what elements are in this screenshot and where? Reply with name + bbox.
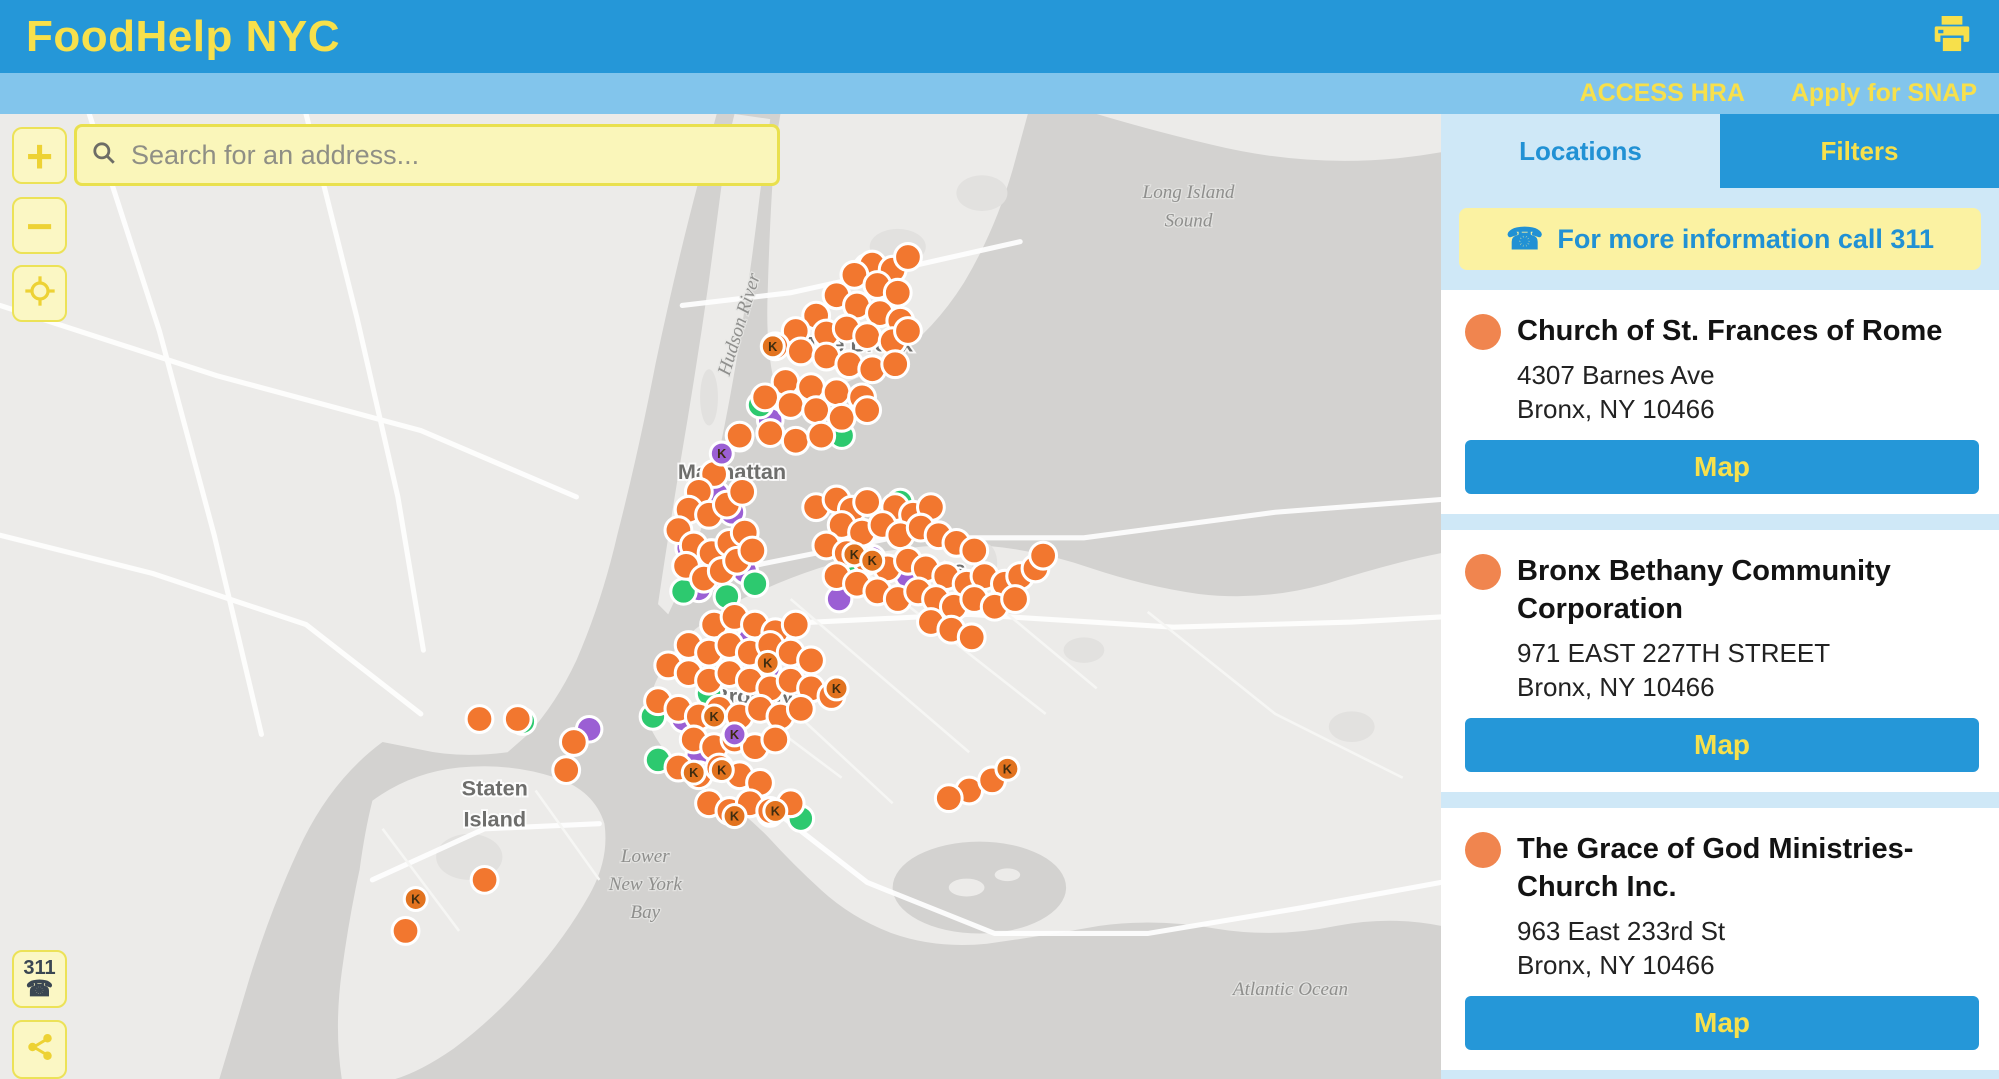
- map-marker[interactable]: [775, 390, 806, 420]
- map-label: Staten: [462, 776, 528, 801]
- map-marker[interactable]: [390, 915, 421, 946]
- map-marker[interactable]: [760, 724, 791, 755]
- map-marker[interactable]: [755, 418, 786, 449]
- location-address: 971 EAST 227TH STREET Bronx, NY 10466: [1517, 638, 1831, 702]
- map-button[interactable]: Map: [1465, 718, 1979, 772]
- map-label: Atlantic Ocean: [1231, 979, 1348, 1000]
- map-label: Bay: [630, 902, 660, 923]
- map-button[interactable]: Map: [1465, 996, 1979, 1050]
- map-marker[interactable]: [727, 476, 758, 507]
- location-address: 963 East 233rd St Bronx, NY 10466: [1517, 916, 1726, 980]
- map-marker[interactable]: [721, 721, 748, 748]
- map-marker[interactable]: [721, 803, 748, 830]
- map-marker[interactable]: [502, 704, 533, 734]
- phone-icon: ☎: [25, 976, 54, 1001]
- map-marker[interactable]: [785, 336, 816, 367]
- print-button[interactable]: [1931, 16, 1973, 57]
- location-marker-icon: [1465, 314, 1501, 350]
- map-marker[interactable]: [780, 609, 811, 640]
- map-marker[interactable]: [762, 797, 789, 824]
- link-apply-snap[interactable]: Apply for SNAP: [1790, 79, 1977, 107]
- map-marker[interactable]: [785, 693, 816, 724]
- map-marker[interactable]: [708, 757, 735, 784]
- map-marker[interactable]: [852, 395, 883, 426]
- map-marker[interactable]: [680, 759, 707, 786]
- search-input[interactable]: [129, 138, 763, 172]
- sidebar-tabs: Locations Filters: [1441, 114, 1999, 188]
- locations-panel: ☎ For more information call 311 Church o…: [1441, 188, 1999, 1079]
- map-marker[interactable]: [402, 886, 429, 913]
- map-marker[interactable]: [701, 703, 728, 730]
- location-address: 4307 Barnes Ave Bronx, NY 10466: [1517, 360, 1715, 424]
- map-marker[interactable]: [708, 440, 735, 467]
- location-name: The Grace of God Ministries-Church Inc.: [1517, 833, 1914, 903]
- search-icon: [91, 140, 117, 171]
- map-marker[interactable]: [551, 755, 582, 786]
- map-marker[interactable]: [740, 569, 770, 599]
- location-card: The Grace of God Ministries-Church Inc. …: [1441, 808, 1999, 1070]
- sidebar: Locations Filters ☎ For more information…: [1441, 114, 1999, 1079]
- location-marker-icon: [1465, 554, 1501, 590]
- map-marker[interactable]: [801, 395, 832, 426]
- call-311-button[interactable]: 311 ☎: [12, 950, 67, 1008]
- printer-icon: [1931, 16, 1973, 57]
- map-label: Sound: [1165, 210, 1213, 231]
- map-marker[interactable]: [737, 535, 768, 566]
- map-marker[interactable]: [464, 704, 495, 734]
- map-marker[interactable]: [469, 864, 500, 895]
- jamaica-bay: [892, 841, 1067, 934]
- map-marker[interactable]: [750, 382, 781, 413]
- location-card: Church of St. Frances of Rome 4307 Barne…: [1441, 290, 1999, 514]
- map-marker[interactable]: [754, 649, 781, 676]
- map-marker[interactable]: [806, 420, 837, 451]
- map-marker[interactable]: [893, 242, 923, 272]
- call-311-banner[interactable]: ☎ For more information call 311: [1459, 208, 1981, 270]
- map-marker[interactable]: [1028, 540, 1059, 571]
- address-search: [74, 124, 780, 186]
- location-card: Bronx Bethany Community Corporation 971 …: [1441, 530, 1999, 792]
- subnav: ACCESS HRA Apply for SNAP: [0, 73, 1999, 114]
- map-marker[interactable]: [994, 755, 1021, 782]
- tab-filters[interactable]: Filters: [1720, 114, 1999, 188]
- location-name: Church of St. Frances of Rome: [1517, 315, 1943, 347]
- map-marker[interactable]: [1000, 584, 1030, 614]
- link-access-hra[interactable]: ACCESS HRA: [1579, 79, 1745, 107]
- map-marker[interactable]: [893, 316, 923, 346]
- map-label: Island: [463, 806, 526, 831]
- zoom-out-button[interactable]: −: [12, 197, 67, 254]
- map-marker[interactable]: [852, 487, 883, 517]
- map-button[interactable]: Map: [1465, 440, 1979, 494]
- map-label: Long Island: [1142, 182, 1235, 203]
- share-button[interactable]: [12, 1020, 67, 1079]
- tab-locations[interactable]: Locations: [1441, 114, 1720, 188]
- nyc-map[interactable]: Long IslandSoundThe BronxManhattanQueens…: [0, 114, 1441, 1079]
- phone-icon: ☎: [1506, 222, 1544, 256]
- app-header: FoodHelp NYC: [0, 0, 1999, 73]
- location-marker-icon: [1465, 832, 1501, 868]
- map-marker[interactable]: [759, 333, 786, 360]
- map-marker[interactable]: [780, 425, 811, 456]
- map-marker[interactable]: [956, 622, 987, 653]
- banner-text: For more information call 311: [1557, 223, 1934, 254]
- share-icon: [25, 1032, 55, 1067]
- location-name: Bronx Bethany Community Corporation: [1517, 555, 1891, 625]
- map-marker[interactable]: [933, 783, 964, 814]
- zoom-in-button[interactable]: +: [12, 127, 67, 184]
- map-marker[interactable]: [959, 535, 990, 566]
- map-marker[interactable]: [880, 349, 911, 380]
- map-label: Lower: [620, 846, 670, 867]
- map-marker[interactable]: [823, 675, 850, 702]
- map-marker[interactable]: [724, 420, 755, 451]
- locate-button[interactable]: [12, 265, 67, 322]
- map-canvas[interactable]: Long IslandSoundThe BronxManhattanQueens…: [0, 114, 1441, 1079]
- map-marker[interactable]: [796, 645, 826, 676]
- app-title: FoodHelp NYC: [26, 11, 340, 61]
- map-marker[interactable]: [558, 727, 589, 757]
- map-marker[interactable]: [852, 321, 883, 352]
- map-marker[interactable]: [859, 547, 886, 574]
- crosshair-icon: [24, 275, 56, 312]
- map-label: New York: [608, 874, 683, 895]
